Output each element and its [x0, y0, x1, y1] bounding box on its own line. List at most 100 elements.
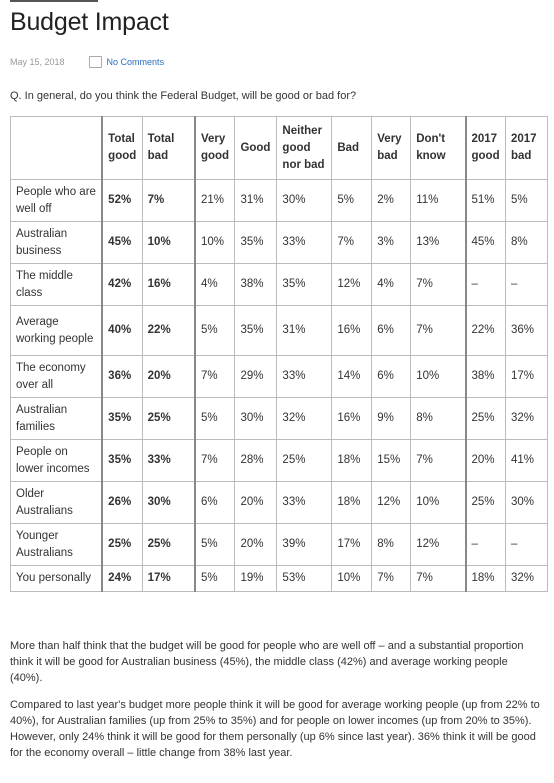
- table-cell: 31%: [234, 179, 278, 222]
- table-cell: 7%: [410, 305, 467, 356]
- row-label: The economy over all: [10, 355, 103, 398]
- table-cell: 8%: [504, 221, 549, 264]
- table-cell: 35%: [234, 305, 278, 356]
- paragraph-summary: More than half think that the budget wil…: [10, 640, 524, 684]
- comments-link[interactable]: No Comments: [106, 57, 165, 67]
- table-cell: 33%: [276, 481, 333, 524]
- table-cell: 20%: [234, 481, 278, 524]
- table-header: Bad: [331, 116, 373, 180]
- table-cell: 10%: [141, 221, 196, 264]
- table-cell: 16%: [331, 397, 373, 440]
- table-cell: 6%: [371, 305, 412, 356]
- table-header: Neither good nor bad: [276, 116, 333, 180]
- table-cell: 8%: [410, 397, 467, 440]
- table-header: [10, 116, 103, 180]
- table-cell: 22%: [141, 305, 196, 356]
- table-cell: 18%: [331, 439, 373, 482]
- table-cell: –: [504, 263, 549, 306]
- table-cell: 30%: [234, 397, 278, 440]
- table-cell: 35%: [101, 439, 143, 482]
- table-cell: 36%: [101, 355, 143, 398]
- table-cell: 5%: [194, 565, 236, 592]
- table-cell: 10%: [194, 221, 236, 264]
- table-cell: 7%: [194, 439, 236, 482]
- row-label: Average working people: [10, 305, 103, 356]
- table-cell: 29%: [234, 355, 278, 398]
- table-header: 2017 good: [465, 116, 506, 180]
- table-cell: –: [504, 523, 549, 566]
- table-row: Older Australians 26% 30% 6% 20% 33% 18% 12% 10%…: [10, 481, 549, 524]
- row-label: You personally: [10, 565, 103, 592]
- table-cell: 41%: [504, 439, 549, 482]
- table-cell: 39%: [276, 523, 333, 566]
- table-cell: 12%: [410, 523, 467, 566]
- table-header: Good: [234, 116, 278, 180]
- table-cell: 5%: [194, 523, 236, 566]
- table-cell: 15%: [371, 439, 412, 482]
- table-cell: 35%: [276, 263, 333, 306]
- table-cell: 5%: [331, 179, 373, 222]
- table-cell: 9%: [371, 397, 412, 440]
- table-cell: 25%: [141, 523, 196, 566]
- table-cell: 7%: [331, 221, 373, 264]
- table-cell: 7%: [410, 263, 467, 306]
- table-cell: 10%: [410, 481, 467, 524]
- table-row: You personally 24% 17% 5% 19% 53% 10% 7% 7% 18% 32…: [10, 565, 549, 592]
- table-cell: 19%: [234, 565, 278, 592]
- table-cell: 20%: [234, 523, 278, 566]
- table-row: People on lower incomes 35% 33% 7% 28% 25% 18%…: [10, 439, 549, 482]
- table-cell: 18%: [465, 565, 506, 592]
- row-label: Older Australians: [10, 481, 103, 524]
- table-cell: 35%: [101, 397, 143, 440]
- table-cell: 35%: [234, 221, 278, 264]
- table-cell: 53%: [276, 565, 333, 592]
- table-cell: 30%: [504, 481, 549, 524]
- table-cell: 32%: [276, 397, 333, 440]
- table-cell: 17%: [504, 355, 549, 398]
- table-cell: 24%: [101, 565, 143, 592]
- table-cell: 16%: [331, 305, 373, 356]
- table-cell: 7%: [410, 439, 467, 482]
- row-label: Younger Australians: [10, 523, 103, 566]
- budget-table: Total good Total bad Very good Good Neit…: [10, 116, 549, 592]
- table-cell: 6%: [194, 481, 236, 524]
- table-cell: 25%: [465, 481, 506, 524]
- table-cell: 51%: [465, 179, 506, 222]
- row-label: People on lower incomes: [10, 439, 103, 482]
- table-row: Australian families 35% 25% 5% 30% 32% 16% 9% 8%…: [10, 397, 549, 440]
- table-cell: 12%: [331, 263, 373, 306]
- table-row: Younger Australians 25% 25% 5% 20% 39% 17% 8% 12…: [10, 523, 549, 566]
- table-row: The economy over all 36% 20% 7% 29% 33% 14% 6% 1…: [10, 355, 549, 398]
- table-cell: 20%: [141, 355, 196, 398]
- table-header: Don't know: [410, 116, 467, 180]
- table-cell: 12%: [371, 481, 412, 524]
- table-cell: 4%: [194, 263, 236, 306]
- table-cell: 13%: [410, 221, 467, 264]
- table-cell: 10%: [331, 565, 373, 592]
- table-cell: 21%: [194, 179, 236, 222]
- table-cell: 8%: [371, 523, 412, 566]
- table-cell: 22%: [465, 305, 506, 356]
- table-cell: 7%: [371, 565, 412, 592]
- table-cell: –: [465, 523, 506, 566]
- table-cell: 30%: [141, 481, 196, 524]
- table-cell: 2%: [371, 179, 412, 222]
- table-cell: 25%: [465, 397, 506, 440]
- table-cell: 25%: [141, 397, 196, 440]
- table-cell: 10%: [410, 355, 467, 398]
- table-cell: 17%: [141, 565, 196, 592]
- table-cell: 33%: [276, 355, 333, 398]
- table-cell: 25%: [101, 523, 143, 566]
- table-cell: 40%: [101, 305, 143, 356]
- table-cell: 7%: [141, 179, 196, 222]
- table-cell: 7%: [194, 355, 236, 398]
- table-row: Average working people 40% 22% 5% 35% 31% 16% 6…: [10, 305, 549, 356]
- table-header: Very good: [194, 116, 236, 180]
- table-header: Total good: [101, 116, 143, 180]
- post-date: May 15, 2018: [10, 57, 65, 67]
- row-label: Australian families: [10, 397, 103, 440]
- table-cell: 5%: [194, 397, 236, 440]
- page-title: Budget Impact: [10, 8, 169, 36]
- table-cell: 33%: [276, 221, 333, 264]
- table-cell: 52%: [101, 179, 143, 222]
